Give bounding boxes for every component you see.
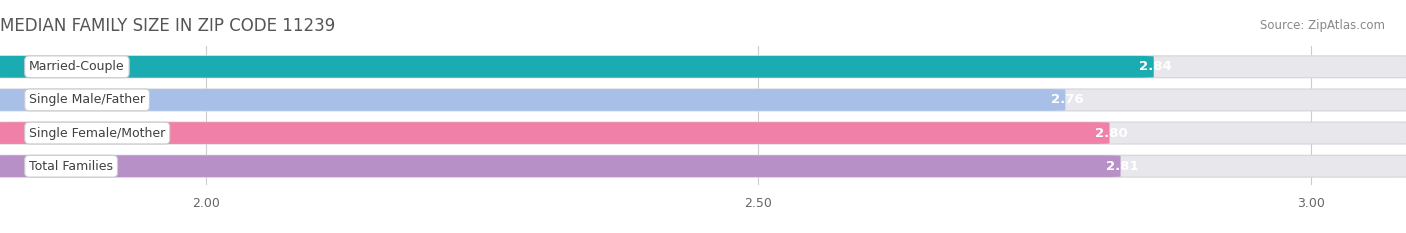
Text: 2.84: 2.84 <box>1139 60 1173 73</box>
Text: Single Female/Mother: Single Female/Mother <box>30 127 166 140</box>
Text: Married-Couple: Married-Couple <box>30 60 125 73</box>
FancyBboxPatch shape <box>0 122 1109 144</box>
Text: 2.76: 2.76 <box>1050 93 1084 106</box>
FancyBboxPatch shape <box>0 56 1406 78</box>
Text: Single Male/Father: Single Male/Father <box>30 93 145 106</box>
FancyBboxPatch shape <box>0 56 1154 78</box>
FancyBboxPatch shape <box>0 89 1066 111</box>
Text: MEDIAN FAMILY SIZE IN ZIP CODE 11239: MEDIAN FAMILY SIZE IN ZIP CODE 11239 <box>0 17 335 35</box>
FancyBboxPatch shape <box>0 155 1121 177</box>
Text: 2.80: 2.80 <box>1095 127 1128 140</box>
Text: Total Families: Total Families <box>30 160 112 173</box>
FancyBboxPatch shape <box>0 89 1406 111</box>
Text: Source: ZipAtlas.com: Source: ZipAtlas.com <box>1260 19 1385 32</box>
FancyBboxPatch shape <box>0 122 1406 144</box>
FancyBboxPatch shape <box>0 155 1406 177</box>
Text: 2.81: 2.81 <box>1107 160 1139 173</box>
